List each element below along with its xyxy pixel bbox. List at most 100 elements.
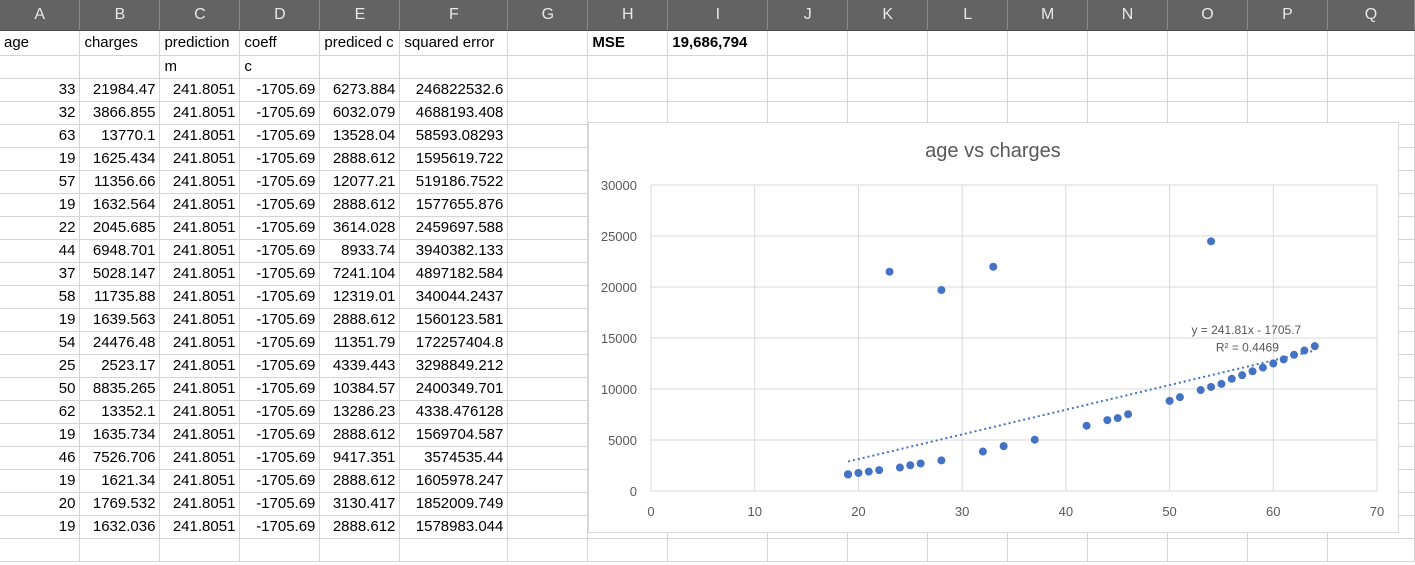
cell-g[interactable] — [507, 446, 589, 470]
column-header-d[interactable]: D — [239, 0, 321, 31]
cell-i[interactable] — [667, 101, 769, 125]
cell-p[interactable] — [1247, 78, 1328, 102]
cell-b[interactable]: 1769.532 — [79, 492, 161, 516]
cell-c[interactable]: 241.8051 — [159, 492, 241, 516]
cell-d[interactable]: -1705.69 — [239, 101, 321, 125]
column-header-k[interactable]: K — [847, 0, 929, 31]
cell-l[interactable] — [927, 101, 1009, 125]
cell-e[interactable]: 2888.612 — [319, 515, 401, 539]
cell-b[interactable]: 1625.434 — [79, 147, 161, 171]
cell-m[interactable] — [1007, 538, 1089, 562]
cell-e[interactable]: 13286.23 — [319, 400, 401, 424]
cell-c[interactable]: 241.8051 — [159, 469, 241, 493]
cell-d[interactable]: -1705.69 — [239, 446, 321, 470]
cell-a[interactable]: 46 — [0, 446, 81, 470]
cell-f[interactable]: 1577655.876 — [399, 193, 509, 217]
cell-c[interactable] — [159, 538, 241, 562]
cell-i[interactable] — [667, 55, 769, 79]
cell-p[interactable] — [1247, 30, 1328, 56]
cell-f[interactable]: squared error — [399, 30, 509, 56]
column-header-n[interactable]: N — [1087, 0, 1169, 31]
cell-g[interactable] — [507, 377, 589, 401]
cell-b[interactable] — [79, 538, 161, 562]
cell-e[interactable]: 7241.104 — [319, 262, 401, 286]
cell-o[interactable] — [1167, 78, 1248, 102]
column-header-l[interactable]: L — [927, 0, 1009, 31]
cell-q[interactable] — [1327, 538, 1415, 562]
column-header-g[interactable]: G — [507, 0, 589, 31]
cell-b[interactable]: 24476.48 — [79, 331, 161, 355]
cell-f[interactable]: 246822532.6 — [399, 78, 509, 102]
column-header-a[interactable]: A — [0, 0, 81, 31]
column-header-o[interactable]: O — [1167, 0, 1248, 31]
column-header-b[interactable]: B — [79, 0, 161, 31]
cell-f[interactable]: 1852009.749 — [399, 492, 509, 516]
cell-m[interactable] — [1007, 30, 1089, 56]
cell-b[interactable]: 1632.564 — [79, 193, 161, 217]
cell-e[interactable] — [319, 55, 401, 79]
cell-a[interactable]: 32 — [0, 101, 81, 125]
cell-g[interactable] — [507, 423, 589, 447]
cell-a[interactable]: 19 — [0, 423, 81, 447]
cell-g[interactable] — [507, 538, 589, 562]
cell-p[interactable] — [1247, 55, 1328, 79]
cell-f[interactable]: 4338.476128 — [399, 400, 509, 424]
cell-e[interactable]: 11351.79 — [319, 331, 401, 355]
cell-g[interactable] — [507, 469, 589, 493]
cell-d[interactable]: -1705.69 — [239, 377, 321, 401]
cell-m[interactable] — [1007, 55, 1089, 79]
cell-h[interactable] — [587, 55, 669, 79]
cell-d[interactable] — [239, 538, 321, 562]
cell-c[interactable]: 241.8051 — [159, 124, 241, 148]
cell-c[interactable]: 241.8051 — [159, 515, 241, 539]
cell-a[interactable]: 57 — [0, 170, 81, 194]
cell-d[interactable]: -1705.69 — [239, 262, 321, 286]
cell-k[interactable] — [847, 30, 929, 56]
cell-a[interactable]: 44 — [0, 239, 81, 263]
cell-e[interactable]: 2888.612 — [319, 193, 401, 217]
cell-k[interactable] — [847, 101, 929, 125]
cell-f[interactable]: 1578983.044 — [399, 515, 509, 539]
cell-e[interactable]: 2888.612 — [319, 147, 401, 171]
cell-e[interactable] — [319, 538, 401, 562]
cell-g[interactable] — [507, 147, 589, 171]
cell-b[interactable]: 8835.265 — [79, 377, 161, 401]
cell-e[interactable]: 4339.443 — [319, 354, 401, 378]
cell-h[interactable] — [587, 101, 669, 125]
cell-n[interactable] — [1087, 538, 1169, 562]
cell-a[interactable]: 54 — [0, 331, 81, 355]
cell-g[interactable] — [507, 101, 589, 125]
cell-d[interactable]: -1705.69 — [239, 78, 321, 102]
column-header-c[interactable]: C — [159, 0, 241, 31]
column-header-f[interactable]: F — [399, 0, 509, 31]
cell-a[interactable] — [0, 538, 81, 562]
cell-b[interactable]: 1639.563 — [79, 308, 161, 332]
cell-d[interactable]: -1705.69 — [239, 216, 321, 240]
cell-f[interactable]: 172257404.8 — [399, 331, 509, 355]
cell-g[interactable] — [507, 193, 589, 217]
cell-c[interactable]: 241.8051 — [159, 170, 241, 194]
cell-b[interactable]: 21984.47 — [79, 78, 161, 102]
cell-c[interactable]: 241.8051 — [159, 331, 241, 355]
cell-a[interactable]: 33 — [0, 78, 81, 102]
cell-a[interactable]: age — [0, 30, 81, 56]
cell-e[interactable]: 13528.04 — [319, 124, 401, 148]
cell-b[interactable]: 2045.685 — [79, 216, 161, 240]
cell-j[interactable] — [767, 55, 849, 79]
cell-h[interactable] — [587, 78, 669, 102]
cell-c[interactable]: 241.8051 — [159, 285, 241, 309]
cell-d[interactable]: -1705.69 — [239, 492, 321, 516]
cell-d[interactable]: -1705.69 — [239, 285, 321, 309]
column-header-q[interactable]: Q — [1327, 0, 1415, 31]
cell-q[interactable] — [1327, 101, 1415, 125]
cell-g[interactable] — [507, 216, 589, 240]
cell-g[interactable] — [507, 30, 589, 56]
cell-g[interactable] — [507, 400, 589, 424]
cell-p[interactable] — [1247, 538, 1328, 562]
cell-e[interactable]: 8933.74 — [319, 239, 401, 263]
cell-a[interactable]: 50 — [0, 377, 81, 401]
cell-e[interactable]: 2888.612 — [319, 469, 401, 493]
cell-b[interactable]: charges — [79, 30, 161, 56]
cell-g[interactable] — [507, 285, 589, 309]
cell-a[interactable]: 58 — [0, 285, 81, 309]
